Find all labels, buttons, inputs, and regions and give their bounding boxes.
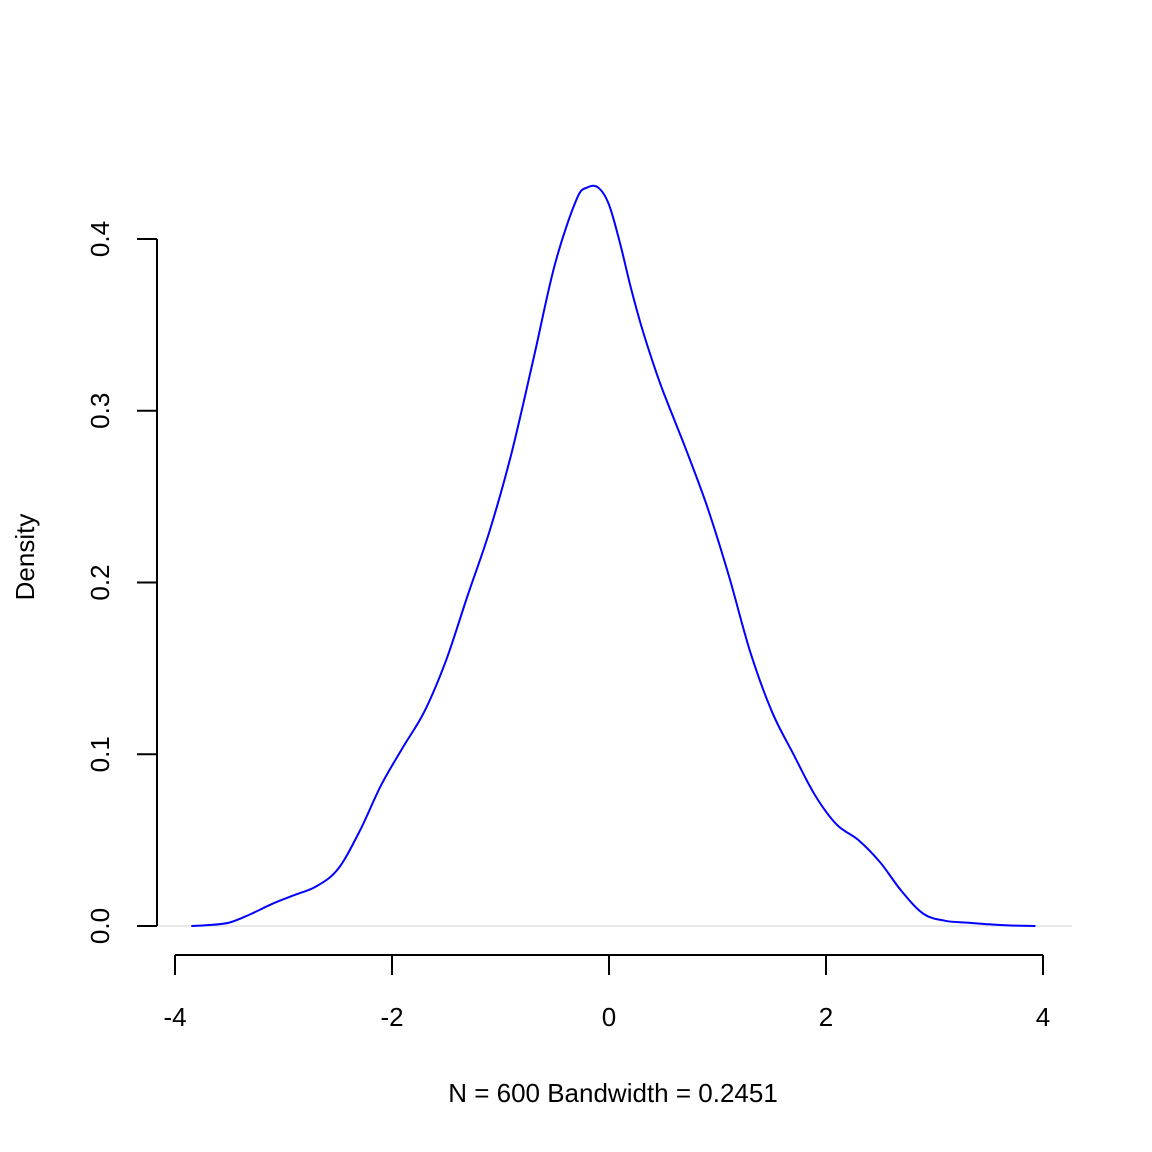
x-axis: -4 -2 0 2 4 [163, 954, 1050, 1032]
x-tick-label: 2 [819, 1002, 833, 1032]
x-tick-label: 4 [1036, 1002, 1050, 1032]
y-axis-title: Density [10, 514, 40, 601]
y-tick-label: 0.0 [85, 908, 115, 944]
x-tick-label: 0 [602, 1002, 616, 1032]
x-axis-title: N = 600 Bandwidth = 0.2451 [448, 1078, 778, 1108]
y-tick-label: 0.2 [85, 564, 115, 600]
y-tick-label: 0.1 [85, 736, 115, 772]
x-tick-label: -4 [163, 1002, 186, 1032]
y-tick-label: 0.4 [85, 221, 115, 257]
density-curve [191, 184, 1036, 927]
y-tick-label: 0.3 [85, 393, 115, 429]
x-tick-label: -2 [380, 1002, 403, 1032]
y-axis: 0.0 0.1 0.2 0.3 0.4 [85, 221, 158, 944]
